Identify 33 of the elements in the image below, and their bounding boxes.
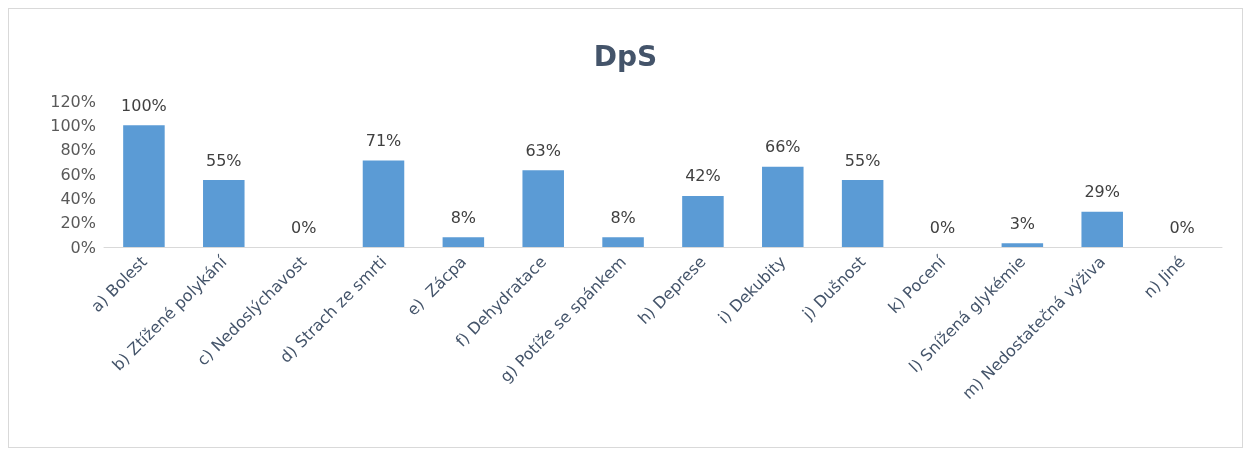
y-tick-label: 80% xyxy=(60,140,96,160)
bar xyxy=(682,195,724,247)
bar xyxy=(1001,243,1044,247)
data-label: 66% xyxy=(765,137,801,157)
data-label: 55% xyxy=(206,150,242,170)
data-label: 71% xyxy=(365,131,402,151)
data-label: 0% xyxy=(929,217,956,237)
data-label: 8% xyxy=(450,207,477,227)
bar xyxy=(123,125,165,247)
data-label: 100% xyxy=(121,95,167,115)
data-label: 8% xyxy=(610,207,636,227)
y-tick-label: 0% xyxy=(70,237,96,257)
y-tick-label: 120% xyxy=(50,91,96,111)
y-tick-label: 40% xyxy=(60,188,96,208)
data-label: 42% xyxy=(685,166,721,186)
bar xyxy=(203,180,245,247)
bar xyxy=(362,160,405,247)
data-label: 29% xyxy=(1084,182,1120,202)
y-tick-label: 60% xyxy=(60,164,96,184)
data-label: 63% xyxy=(525,140,561,160)
bar xyxy=(442,237,485,247)
chart-title: DpS xyxy=(593,39,658,73)
bar xyxy=(1081,211,1123,247)
bar xyxy=(602,237,644,247)
bar xyxy=(841,180,884,247)
data-label: 55% xyxy=(844,150,881,170)
data-label: 0% xyxy=(290,217,317,237)
bar xyxy=(762,166,804,247)
y-tick-label: 20% xyxy=(60,213,96,233)
y-tick-label: 100% xyxy=(50,115,96,135)
data-label: 3% xyxy=(1009,213,1036,233)
data-label: 0% xyxy=(1169,217,1195,237)
bar xyxy=(522,170,564,247)
